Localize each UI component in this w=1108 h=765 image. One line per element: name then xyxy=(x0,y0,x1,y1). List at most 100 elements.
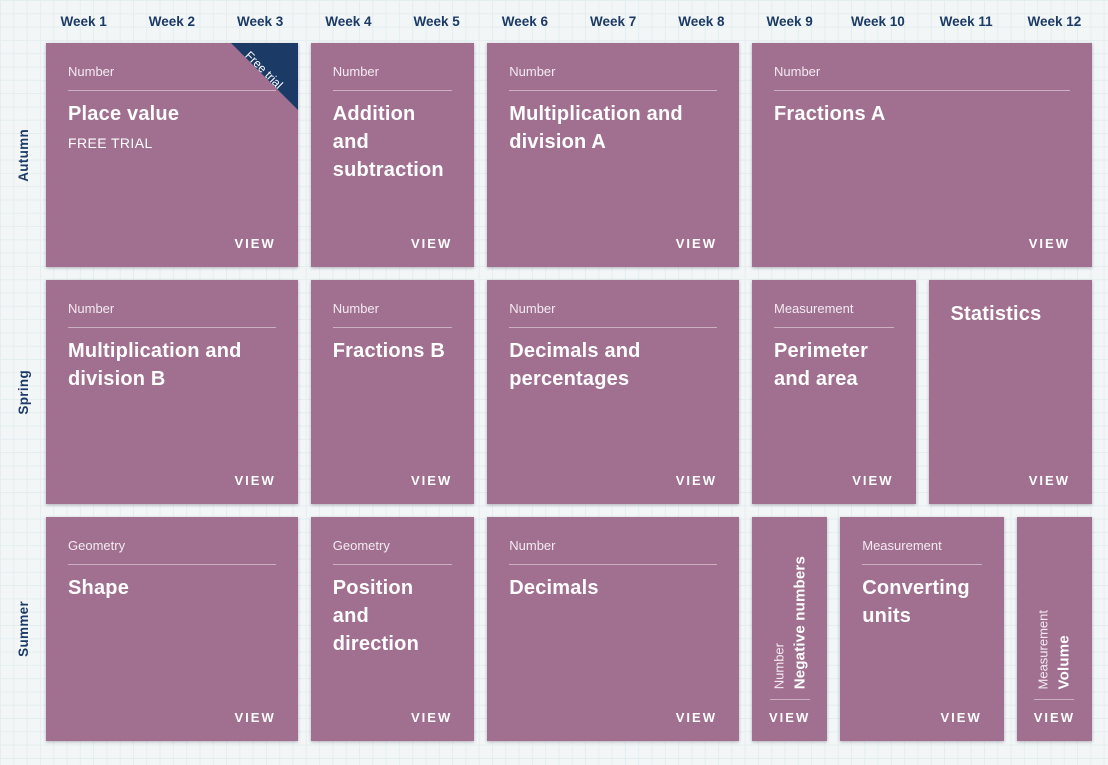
week-header: Week 1 Week 2 Week 3 Week 4 Week 5 Week 6 Week… xyxy=(46,0,1092,43)
unit-card[interactable]: Number Multiplication and division B VIEW xyxy=(46,280,298,504)
cards-grid: Geometry Shape VIEW Geometry Position and di… xyxy=(46,517,1092,741)
unit-card-vertical-text: Measurement Volume xyxy=(1036,610,1073,689)
unit-title: Multiplication and division A xyxy=(509,103,683,153)
season-label-autumn: Autumn xyxy=(0,43,46,267)
unit-card[interactable]: Measurement Perimeter and area VIEW xyxy=(752,280,916,504)
unit-category: Number xyxy=(509,64,556,79)
season-label-text: Summer xyxy=(15,601,31,657)
week-column-3: Week 3 xyxy=(223,13,298,31)
week-column-7: Week 7 xyxy=(576,13,651,31)
unit-card[interactable]: Number Multiplication and division A VIEW xyxy=(487,43,739,267)
view-button[interactable]: VIEW xyxy=(1033,710,1075,725)
unit-title: Converting units xyxy=(862,577,970,627)
cards-grid: Number Multiplication and division B VIEW N… xyxy=(46,280,1092,504)
unit-title: Addition and subtraction xyxy=(332,103,444,181)
view-button[interactable]: VIEW xyxy=(411,236,453,251)
unit-category: Number xyxy=(332,64,379,79)
week-label: Week 4 xyxy=(325,13,372,29)
week-column-11: Week 11 xyxy=(929,13,1004,31)
unit-card[interactable]: Measurement Converting units VIEW xyxy=(840,517,1004,741)
unit-title: Fractions A xyxy=(774,103,886,125)
view-button[interactable]: VIEW xyxy=(852,473,894,488)
view-button[interactable]: VIEW xyxy=(1028,236,1070,251)
unit-card[interactable]: Geometry Position and direction VIEW xyxy=(310,517,475,741)
card-divider xyxy=(332,327,453,328)
unit-title: Fractions B xyxy=(332,340,445,362)
unit-category: Number xyxy=(332,301,379,316)
week-column-9: Week 9 xyxy=(752,13,827,31)
unit-category: Measurement xyxy=(1035,609,1051,689)
unit-card[interactable]: Geometry Shape VIEW xyxy=(46,517,298,741)
season-row-autumn: Autumn Number Place value FREE TRIAL Free tr… xyxy=(0,43,1108,267)
unit-category: Geometry xyxy=(68,538,126,553)
unit-title: Decimals and percentages xyxy=(509,340,641,390)
card-divider xyxy=(509,327,717,328)
unit-title: Negative numbers xyxy=(791,555,809,689)
unit-category: Measurement xyxy=(774,301,854,316)
week-column-5: Week 5 xyxy=(399,13,474,31)
unit-card[interactable]: Number Fractions B VIEW xyxy=(310,280,475,504)
week-label: Week 12 xyxy=(1027,13,1082,29)
unit-title: Statistics xyxy=(950,303,1042,325)
week-label: Week 2 xyxy=(148,13,196,29)
view-button[interactable]: VIEW xyxy=(1028,473,1070,488)
unit-card[interactable]: Number Place value FREE TRIAL Free trial VIE… xyxy=(46,43,298,267)
week-label: Week 3 xyxy=(236,13,284,29)
card-divider xyxy=(862,564,982,565)
card-divider xyxy=(774,327,894,328)
week-label: Week 7 xyxy=(589,13,637,29)
week-column-1: Week 1 xyxy=(46,13,121,31)
card-divider xyxy=(68,327,276,328)
unit-category: Number xyxy=(68,301,115,316)
card-divider xyxy=(68,90,276,91)
free-trial-text: FREE TRIAL xyxy=(68,135,153,151)
unit-card[interactable]: Statistics VIEW xyxy=(928,280,1092,504)
card-divider xyxy=(1034,699,1075,700)
week-column-8: Week 8 xyxy=(664,13,739,31)
season-rows: Autumn Number Place value FREE TRIAL Free tr… xyxy=(0,43,1108,741)
view-button[interactable]: VIEW xyxy=(940,710,982,725)
cards-grid: Number Place value FREE TRIAL Free trial VIE… xyxy=(46,43,1092,267)
unit-category: Geometry xyxy=(332,538,390,553)
week-label: Week 1 xyxy=(60,13,107,29)
unit-category: Number xyxy=(509,301,556,316)
unit-category: Number xyxy=(68,64,115,79)
unit-card[interactable]: Number Fractions A VIEW xyxy=(752,43,1092,267)
unit-card[interactable]: Number Addition and subtraction VIEW xyxy=(310,43,475,267)
view-button[interactable]: VIEW xyxy=(769,710,811,725)
view-button[interactable]: VIEW xyxy=(411,710,453,725)
view-button[interactable]: VIEW xyxy=(234,710,276,725)
card-divider xyxy=(509,564,717,565)
view-button[interactable]: VIEW xyxy=(675,236,717,251)
card-divider xyxy=(332,90,453,91)
unit-card[interactable]: Number Decimals and percentages VIEW xyxy=(487,280,739,504)
unit-title: Perimeter and area xyxy=(774,340,869,390)
card-divider xyxy=(774,90,1070,91)
unit-card[interactable]: Number Decimals VIEW xyxy=(487,517,739,741)
view-button[interactable]: VIEW xyxy=(675,710,717,725)
unit-title: Multiplication and division B xyxy=(68,340,242,390)
week-label: Week 6 xyxy=(501,13,549,29)
view-button[interactable]: VIEW xyxy=(411,473,453,488)
view-button[interactable]: VIEW xyxy=(234,236,276,251)
week-column-4: Week 4 xyxy=(311,13,386,31)
unit-title: Volume xyxy=(1055,634,1073,689)
view-button[interactable]: VIEW xyxy=(234,473,276,488)
week-label: Week 9 xyxy=(766,13,813,29)
week-label: Week 8 xyxy=(678,13,725,29)
unit-category: Number xyxy=(509,538,556,553)
unit-title: Position and direction xyxy=(332,577,420,655)
card-divider xyxy=(769,699,810,700)
unit-category: Number xyxy=(774,64,821,79)
week-label: Week 5 xyxy=(413,13,460,29)
week-label: Week 10 xyxy=(850,13,905,29)
unit-card[interactable]: Number Negative numbers VIEW xyxy=(752,517,828,741)
unit-title: Shape xyxy=(68,577,130,599)
view-button[interactable]: VIEW xyxy=(675,473,717,488)
card-divider xyxy=(509,90,717,91)
free-trial-ribbon xyxy=(230,43,298,110)
week-column-12: Week 12 xyxy=(1017,13,1092,31)
unit-title: Place value xyxy=(68,103,180,125)
unit-card[interactable]: Measurement Volume VIEW xyxy=(1016,517,1092,741)
